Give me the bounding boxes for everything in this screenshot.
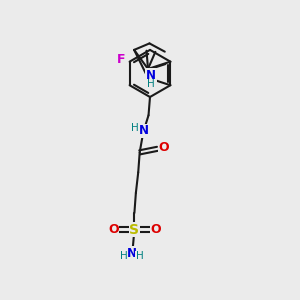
Text: O: O (108, 223, 119, 236)
Text: H: H (136, 251, 143, 261)
Text: O: O (150, 223, 161, 236)
Text: N: N (127, 247, 137, 260)
Text: H: H (131, 123, 139, 133)
Text: O: O (158, 141, 169, 154)
Text: H: H (147, 80, 155, 89)
Text: F: F (116, 53, 125, 66)
Text: N: N (139, 124, 149, 137)
Text: N: N (146, 69, 156, 82)
Text: S: S (129, 223, 140, 236)
Text: H: H (120, 251, 128, 261)
